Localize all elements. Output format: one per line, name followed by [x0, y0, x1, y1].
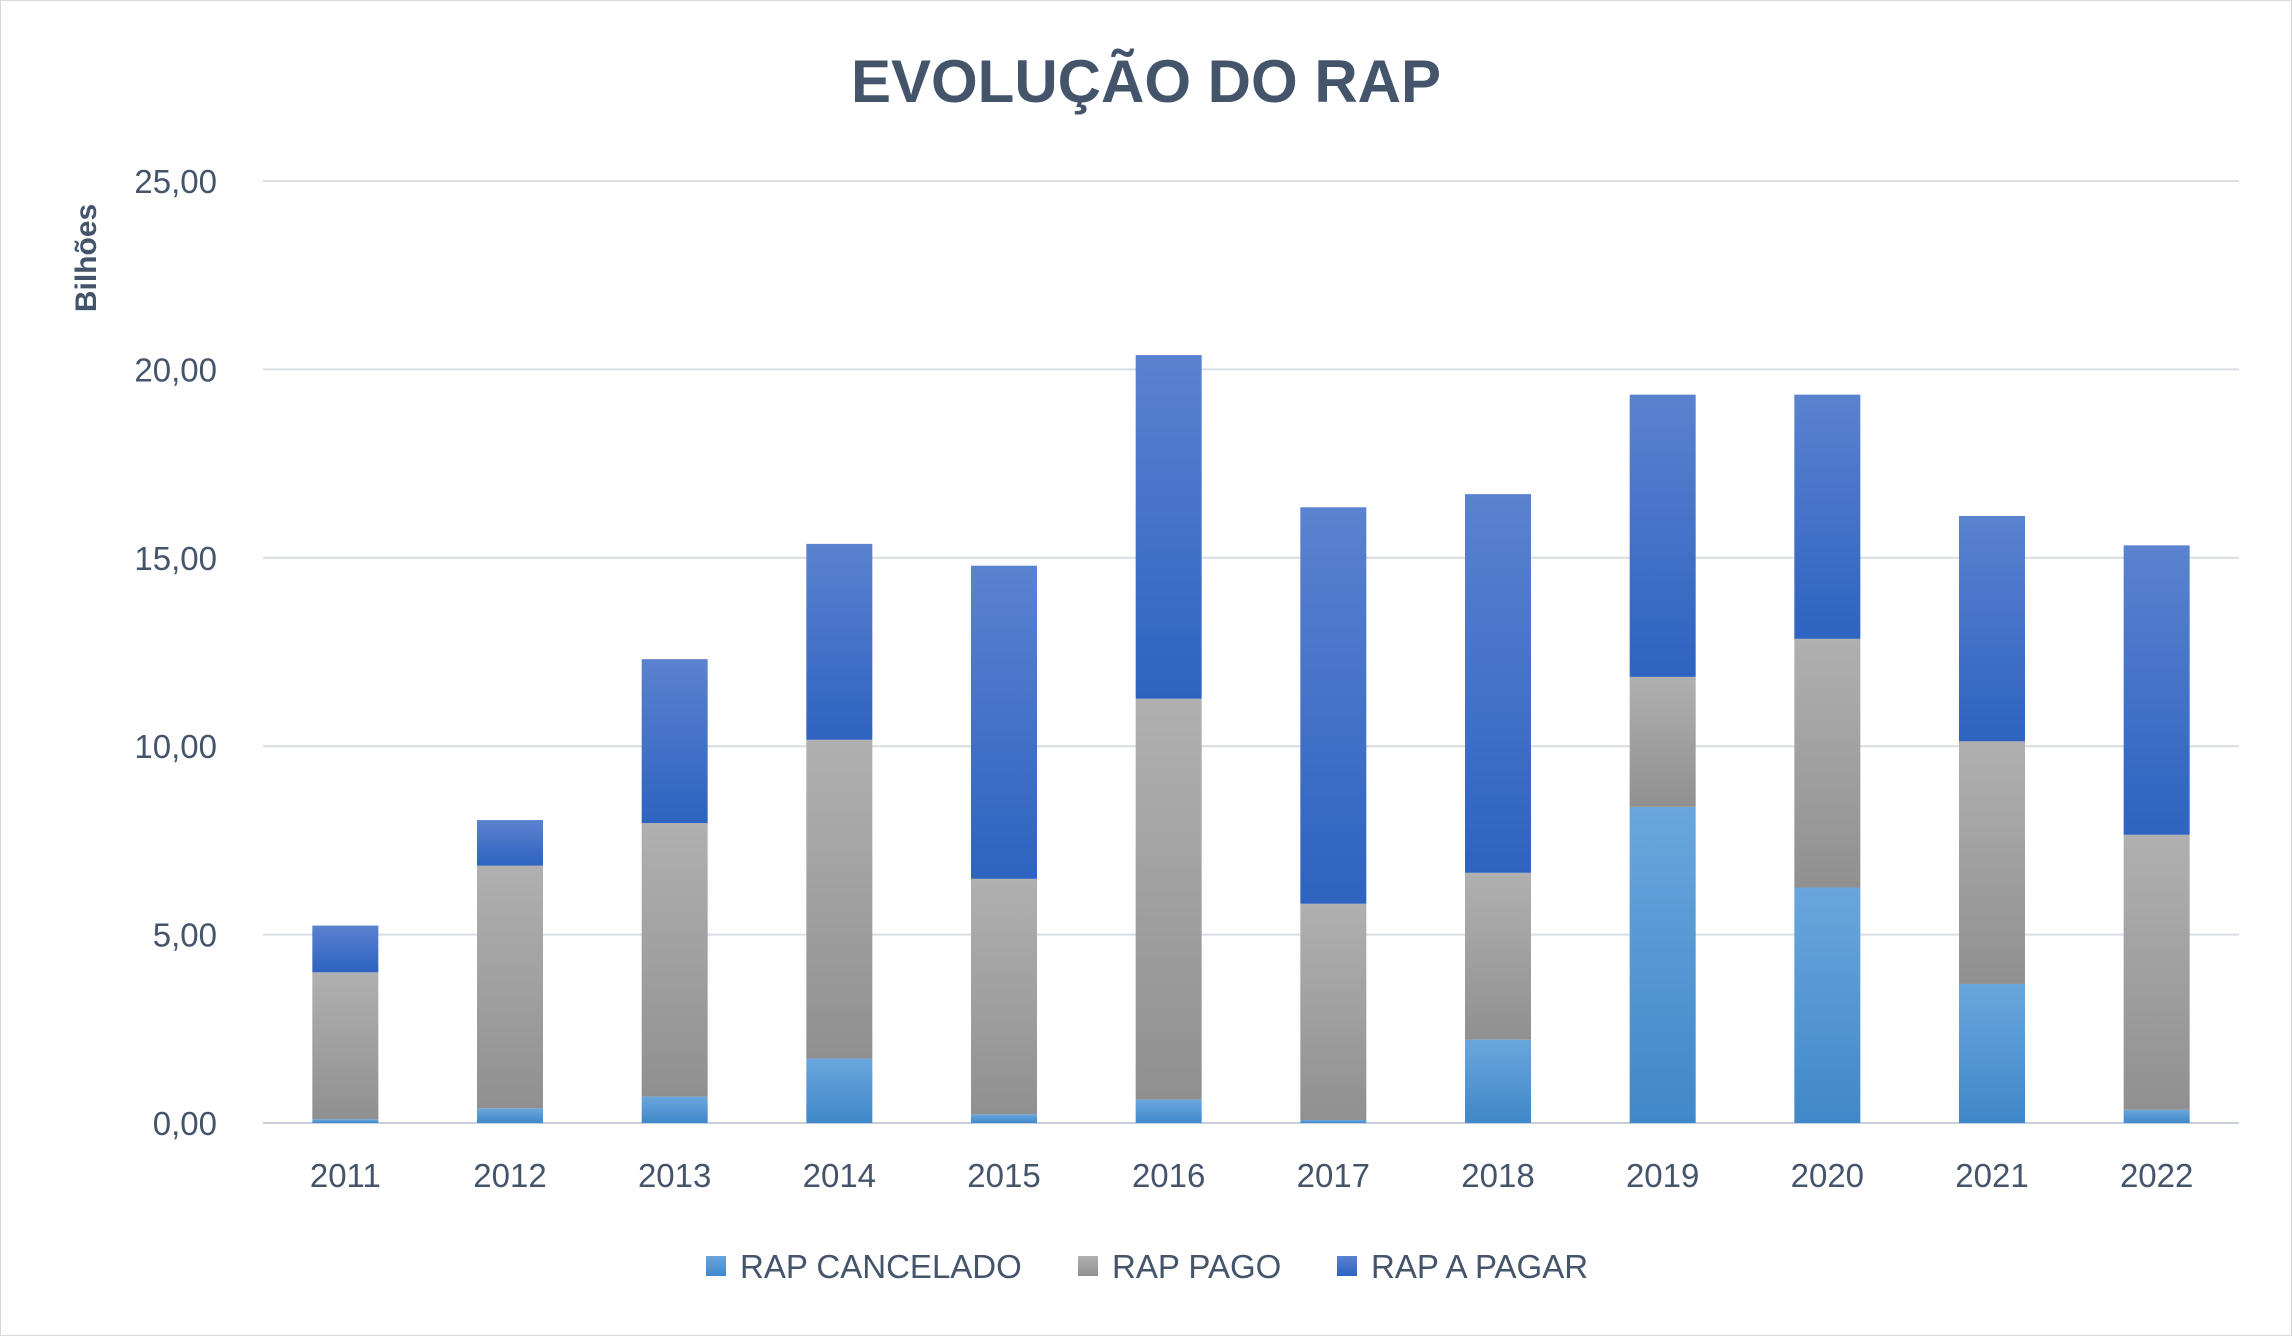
legend-swatch: [706, 1256, 726, 1276]
x-tick-label: 2012: [473, 1157, 546, 1194]
bar-rap-cancelado-2013: [641, 1096, 708, 1123]
x-tick-label: 2013: [638, 1157, 711, 1194]
y-axis-label: Bilhões: [70, 204, 103, 312]
bar-rap-a-pagar-2022: [2123, 545, 2190, 835]
bar-rap-pago-2013: [641, 823, 708, 1097]
bar-rap-cancelado-2017: [1300, 1119, 1367, 1123]
x-tick-label: 2014: [803, 1157, 876, 1194]
bar-rap-a-pagar-2012: [477, 820, 543, 866]
bar-rap-pago-2021: [1959, 741, 2025, 984]
bar-rap-a-pagar-2019: [1629, 394, 1696, 677]
bar-rap-cancelado-2016: [1135, 1099, 1202, 1123]
bar-rap-a-pagar-2016: [1135, 355, 1202, 699]
y-tick-label: 5,00: [153, 917, 217, 954]
bar-rap-pago-2022: [2123, 834, 2190, 1110]
bar-rap-pago-2016: [1135, 698, 1202, 1100]
legend-swatch: [1337, 1256, 1357, 1276]
legend-swatch: [1078, 1256, 1098, 1276]
bar-rap-cancelado-2015: [971, 1114, 1037, 1123]
bar-rap-pago-2015: [971, 878, 1037, 1115]
bar-rap-a-pagar-2021: [1959, 515, 2025, 742]
bar-rap-a-pagar-2011: [312, 925, 379, 973]
y-tick-label: 0,00: [153, 1105, 217, 1142]
bar-rap-pago-2018: [1465, 872, 1531, 1040]
y-tick-label: 15,00: [134, 540, 217, 577]
x-tick-label: 2021: [1955, 1157, 2028, 1194]
x-tick-label: 2017: [1297, 1157, 1370, 1194]
bar-rap-pago-2014: [806, 739, 873, 1059]
legend-label: RAP PAGO: [1112, 1248, 1281, 1285]
legend-label: RAP A PAGAR: [1371, 1248, 1588, 1285]
bar-rap-a-pagar-2013: [641, 659, 708, 824]
legend-label: RAP CANCELADO: [740, 1248, 1022, 1285]
bar-rap-pago-2011: [312, 972, 379, 1120]
x-tick-label: 2020: [1791, 1157, 1864, 1194]
bar-rap-cancelado-2011: [312, 1119, 379, 1123]
bar-rap-cancelado-2014: [806, 1058, 873, 1123]
bar-rap-pago-2017: [1300, 903, 1367, 1120]
bar-rap-cancelado-2022: [2123, 1109, 2190, 1123]
bar-rap-pago-2012: [477, 865, 543, 1109]
bar-rap-cancelado-2019: [1629, 806, 1696, 1123]
x-tick-label: 2015: [967, 1157, 1040, 1194]
bar-rap-pago-2020: [1794, 638, 1861, 888]
x-tick-label: 2019: [1626, 1157, 1699, 1194]
bar-rap-a-pagar-2020: [1794, 394, 1861, 639]
y-tick-label: 20,00: [134, 351, 217, 388]
bar-rap-cancelado-2021: [1959, 983, 2025, 1123]
bar-rap-cancelado-2020: [1794, 887, 1861, 1123]
y-tick-label: 10,00: [134, 728, 217, 765]
bar-rap-a-pagar-2015: [971, 565, 1037, 879]
bar-rap-cancelado-2018: [1465, 1039, 1531, 1123]
chart-title: EVOLUÇÃO DO RAP: [851, 48, 1441, 115]
bar-rap-a-pagar-2018: [1465, 494, 1531, 873]
y-tick-label: 25,00: [134, 163, 217, 200]
bar-rap-a-pagar-2014: [806, 543, 873, 740]
bar-rap-cancelado-2012: [477, 1108, 543, 1123]
x-tick-label: 2016: [1132, 1157, 1205, 1194]
x-tick-label: 2011: [310, 1157, 381, 1194]
x-tick-label: 2018: [1461, 1157, 1534, 1194]
bar-rap-a-pagar-2017: [1300, 507, 1367, 904]
x-tick-label: 2022: [2120, 1157, 2193, 1194]
bar-rap-pago-2019: [1629, 676, 1696, 807]
